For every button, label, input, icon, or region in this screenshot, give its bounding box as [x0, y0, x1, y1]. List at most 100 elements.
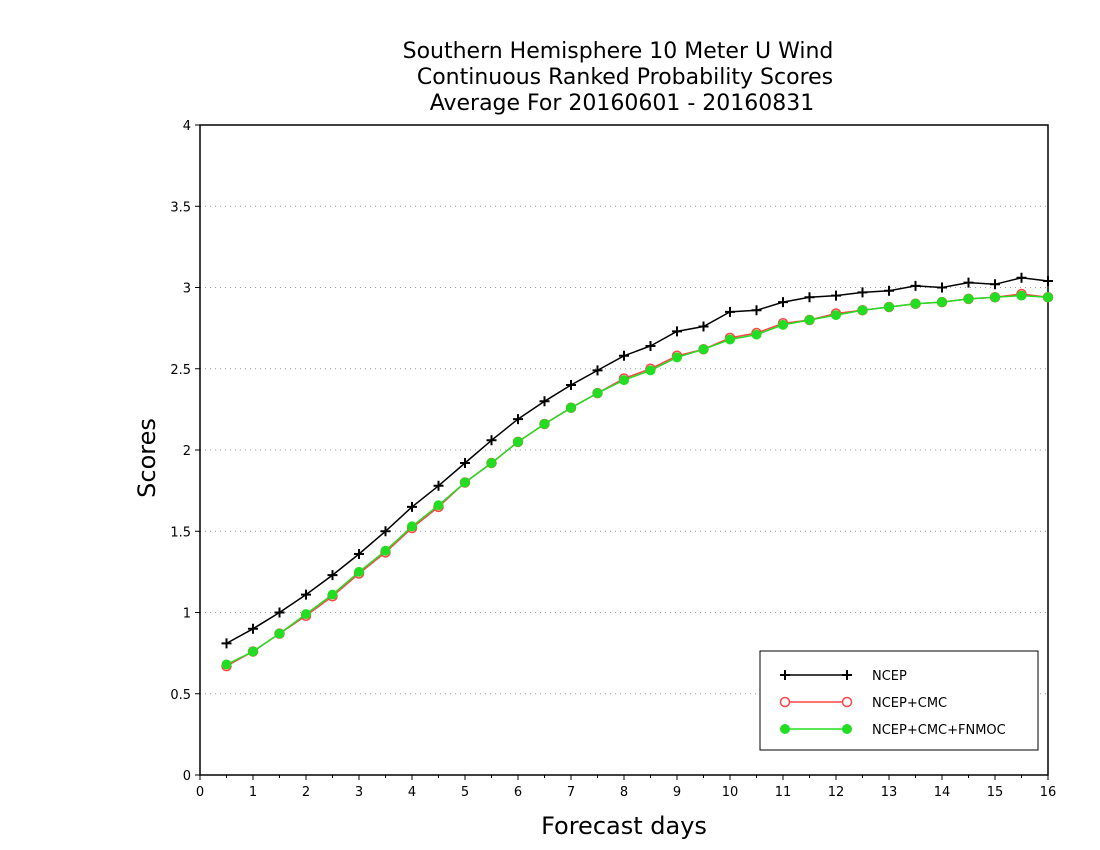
data-point-plus	[910, 280, 921, 291]
legend-entry-1: NCEP	[780, 669, 907, 684]
y-tick-label: 1.5	[170, 525, 191, 540]
data-point-plus	[301, 589, 311, 600]
y-tick-label: 0	[183, 769, 191, 784]
data-point-plus	[672, 326, 682, 337]
x-tick-label: 12	[828, 785, 845, 800]
legend-entry-3: NCEP+CMC+FNMOC	[780, 723, 1006, 738]
data-point-open-circle	[841, 696, 853, 708]
series-3	[221, 290, 1053, 670]
data-point-filled-circle	[1043, 292, 1053, 303]
data-point-filled-circle	[990, 292, 1000, 303]
data-point-plus	[248, 623, 258, 634]
data-point-plus	[778, 297, 788, 308]
y-tick-label: 0.5	[170, 688, 191, 703]
data-point-filled-circle	[274, 628, 285, 639]
data-point-filled-circle	[857, 305, 868, 316]
data-point-plus	[990, 279, 1000, 290]
x-tick-label: 15	[987, 785, 1004, 800]
data-point-filled-circle	[221, 659, 232, 670]
data-point-plus	[619, 350, 629, 361]
data-point-plus	[1016, 272, 1027, 283]
data-point-filled-circle	[672, 352, 682, 363]
data-point-filled-circle	[780, 724, 790, 734]
series-layer	[221, 272, 1054, 672]
data-point-plus	[407, 501, 417, 512]
series-2	[221, 288, 1054, 672]
data-point-filled-circle	[433, 500, 444, 511]
data-point-filled-circle	[407, 521, 417, 532]
data-point-filled-circle	[778, 319, 788, 330]
data-point-plus	[433, 480, 444, 491]
data-point-plus	[780, 670, 790, 680]
data-point-filled-circle	[725, 334, 735, 345]
y-tick-label: 2.5	[170, 363, 191, 378]
data-point-filled-circle	[354, 566, 364, 577]
data-point-filled-circle	[327, 589, 338, 600]
data-point-filled-circle	[301, 609, 311, 620]
grid-lines	[200, 205, 1048, 695]
data-point-filled-circle	[698, 344, 709, 355]
legend-label: NCEP+CMC+FNMOC	[872, 723, 1006, 738]
data-point-filled-circle	[842, 724, 852, 734]
x-tick-label: 6	[514, 785, 522, 800]
data-point-filled-circle	[566, 402, 576, 413]
data-point-plus	[831, 290, 841, 301]
title-line-3: Average For 20160601 - 20160831	[430, 91, 815, 116]
data-point-filled-circle	[380, 545, 391, 556]
data-point-filled-circle	[460, 477, 470, 488]
data-point-plus	[566, 380, 576, 390]
data-point-plus	[221, 638, 232, 649]
x-tick-label: 4	[408, 785, 416, 800]
data-point-plus	[645, 341, 656, 351]
data-point-plus	[842, 670, 852, 680]
data-point-plus	[937, 282, 947, 293]
data-point-filled-circle	[513, 436, 523, 447]
y-tick-label: 1	[183, 607, 191, 622]
data-point-plus	[354, 549, 364, 559]
x-axis-ticks: 0 1 2 3 4 5 6 7 8 9 10 11 12 13 14 15 16	[196, 775, 1056, 800]
x-tick-label: 10	[722, 785, 739, 800]
data-point-filled-circle	[963, 293, 974, 304]
data-point-plus	[327, 570, 338, 581]
x-tick-label: 13	[881, 785, 898, 800]
data-point-plus	[963, 277, 974, 288]
x-axis-label: Forecast days	[541, 812, 707, 840]
legend-label: NCEP	[872, 669, 907, 684]
legend-box	[759, 650, 1039, 751]
y-tick-label: 2	[183, 444, 191, 459]
legend: NCEP NCEP+CMC NCEP+CMC+FNMOC	[759, 650, 1039, 751]
data-point-filled-circle	[884, 302, 894, 312]
title-line-2: Continuous Ranked Probability Scores	[417, 65, 833, 90]
data-point-filled-circle	[248, 646, 258, 657]
data-point-plus	[486, 435, 497, 446]
data-point-filled-circle	[1016, 290, 1027, 301]
data-point-filled-circle	[645, 365, 656, 376]
data-point-plus	[539, 396, 550, 407]
x-tick-label: 11	[775, 785, 792, 800]
data-point-plus	[274, 607, 285, 618]
data-point-plus	[460, 458, 470, 468]
legend-label: NCEP+CMC	[872, 696, 947, 711]
data-point-plus	[725, 306, 735, 317]
y-axis-ticks: 0 0.5 1 1.5 2 2.5 3 3.5 4	[170, 119, 200, 784]
y-tick-label: 3	[183, 282, 191, 297]
data-point-filled-circle	[937, 297, 947, 308]
data-point-open-circle	[779, 696, 791, 708]
series-line	[226, 277, 1049, 645]
data-point-filled-circle	[831, 310, 841, 321]
x-tick-label: 5	[461, 785, 469, 800]
data-point-filled-circle	[486, 458, 497, 468]
data-point-filled-circle	[804, 315, 815, 325]
data-point-plus	[751, 305, 762, 316]
y-tick-label: 4	[183, 119, 191, 134]
data-point-plus	[857, 287, 868, 298]
x-tick-label: 0	[196, 785, 204, 800]
series-1	[221, 272, 1053, 649]
y-tick-label: 3.5	[170, 200, 191, 215]
data-point-filled-circle	[751, 329, 762, 340]
data-point-filled-circle	[592, 388, 603, 399]
x-tick-label: 1	[249, 785, 257, 800]
data-point-plus	[804, 292, 815, 303]
data-point-plus	[1043, 276, 1053, 286]
